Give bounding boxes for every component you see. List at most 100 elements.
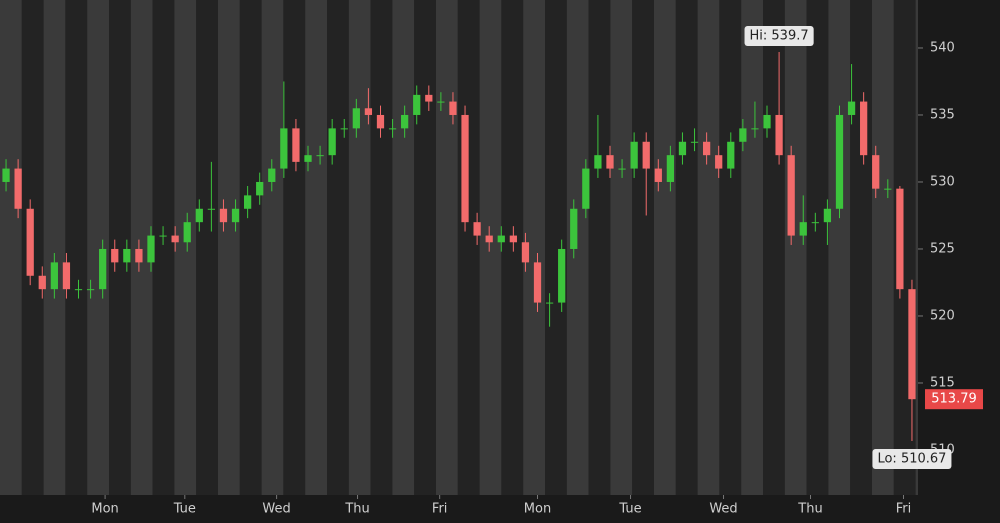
stripe — [152, 0, 175, 495]
candle-body — [449, 101, 457, 115]
stripe — [327, 0, 349, 495]
stripe — [436, 0, 458, 495]
candle-body — [860, 101, 868, 156]
candle-body — [594, 155, 602, 169]
stripe — [850, 0, 872, 495]
candle-body — [642, 141, 650, 169]
candle-body — [545, 302, 554, 304]
x-tick-label: Tue — [618, 502, 641, 517]
x-tick-label: Thu — [344, 502, 369, 517]
stripe — [130, 0, 153, 495]
stripe — [697, 0, 720, 495]
y-tick-label: 530 — [930, 174, 955, 189]
candle-body — [256, 181, 264, 196]
x-tick-label: Mon — [524, 502, 551, 517]
y-tick-label: 520 — [930, 308, 955, 323]
stripe — [65, 0, 88, 495]
candle-body — [14, 168, 22, 209]
last-price-box — [925, 389, 983, 410]
stripe — [806, 0, 829, 495]
stripe — [414, 0, 436, 495]
candle-body — [147, 235, 155, 263]
candle-body — [473, 222, 481, 236]
x-tick-label: Thu — [797, 502, 822, 517]
candle-body — [570, 208, 578, 249]
stripe — [566, 0, 589, 495]
candle-body — [437, 101, 445, 103]
stripe — [348, 0, 371, 495]
candle-body — [702, 141, 711, 156]
candle-body — [763, 114, 771, 129]
candle-body — [328, 128, 336, 156]
stripe — [457, 0, 480, 495]
candle-body — [243, 195, 252, 209]
candle-body — [352, 108, 360, 129]
callout: Lo: 510.67 — [872, 448, 952, 469]
candle-body — [896, 188, 904, 290]
candle-body — [195, 208, 203, 223]
candle-body — [413, 94, 421, 115]
candle-body — [2, 168, 10, 182]
stripe — [196, 0, 218, 495]
stripe — [218, 0, 240, 495]
last-price-label: 513.79 — [931, 392, 977, 407]
candle-body — [497, 235, 505, 243]
candle-body — [86, 289, 95, 291]
callout-box — [872, 448, 952, 469]
candle-body — [775, 114, 783, 156]
y-tick-label: 515 — [930, 375, 955, 390]
candle-body — [751, 128, 759, 130]
stripe — [479, 0, 502, 495]
candle-body — [292, 128, 300, 162]
y-tick-label: 535 — [930, 107, 955, 122]
stripe — [109, 0, 131, 495]
candle-body — [425, 94, 433, 102]
stripe — [261, 0, 284, 495]
candle-body — [872, 155, 880, 189]
candle-body — [558, 248, 566, 303]
stripe — [763, 0, 785, 495]
candle-body — [135, 248, 143, 263]
candle-body — [401, 114, 409, 129]
candle-body — [304, 155, 312, 162]
candle-body — [823, 208, 832, 223]
stripe — [610, 0, 633, 495]
candle-body — [340, 128, 348, 130]
candle-body — [171, 235, 179, 243]
candle-body — [521, 242, 530, 263]
candle-body — [884, 188, 892, 190]
x-tick-label: Tue — [173, 502, 196, 517]
stripe — [239, 0, 262, 495]
candle-body — [26, 208, 34, 276]
candle-body — [388, 128, 397, 130]
stripe — [588, 0, 611, 495]
stripe — [719, 0, 742, 495]
session-stripes — [0, 0, 918, 495]
candle-body — [123, 248, 131, 263]
stripe — [872, 0, 894, 495]
stripe — [305, 0, 327, 495]
callout-label: Hi: 539.7 — [750, 28, 809, 43]
candle-body — [847, 101, 856, 115]
stripe — [523, 0, 545, 495]
candle-body — [376, 114, 385, 129]
candle-body — [50, 262, 58, 290]
candle-body — [159, 235, 167, 237]
candle-body — [666, 155, 675, 182]
candle-body — [739, 128, 747, 142]
candle-body — [38, 275, 46, 290]
candle-body — [280, 128, 288, 169]
candle-body — [787, 155, 795, 236]
candle-body — [799, 222, 807, 236]
candle-body — [364, 108, 373, 115]
candle-body — [630, 141, 638, 169]
stripe — [370, 0, 393, 495]
stripe — [174, 0, 197, 495]
x-tick-label: Wed — [262, 502, 290, 517]
callout-box — [744, 25, 814, 46]
candle-body — [461, 114, 469, 223]
stripe — [654, 0, 676, 495]
stripe — [0, 0, 22, 495]
candle-body — [99, 248, 107, 290]
